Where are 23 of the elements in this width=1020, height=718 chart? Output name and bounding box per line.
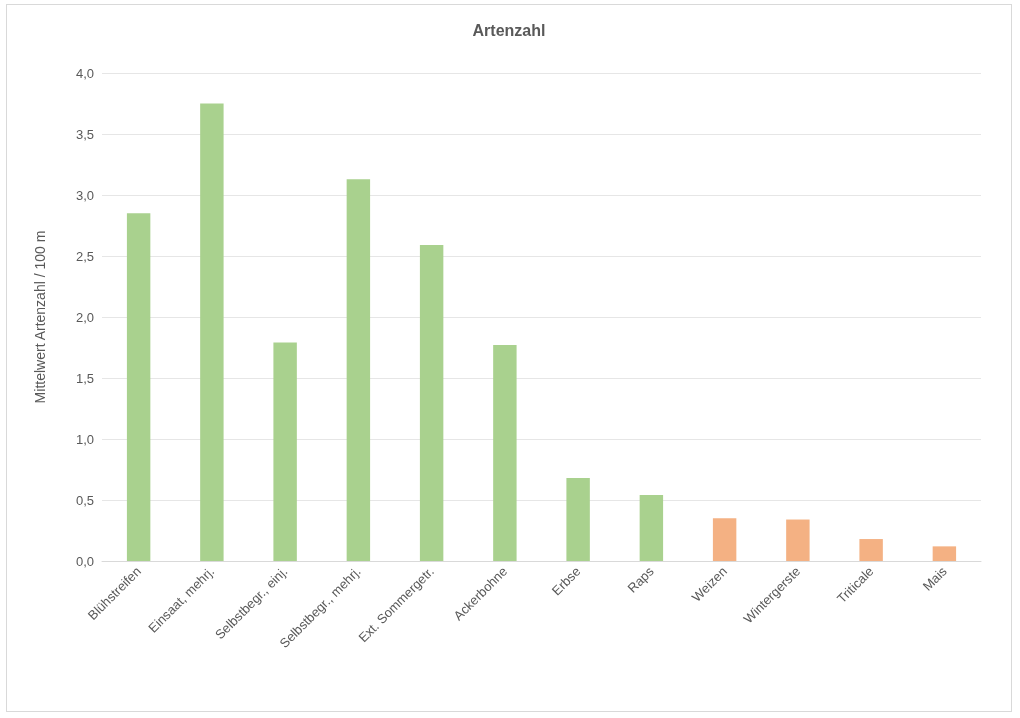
y-tick-label: 3,0: [75, 187, 94, 203]
bar: [273, 342, 297, 561]
y-tick-label: 4,0: [75, 65, 94, 81]
bar: [712, 518, 737, 561]
y-tick-label: 2,5: [75, 248, 94, 264]
bar: [200, 103, 224, 561]
y-axis-title: Mittelwert Artenzahl / 100 m: [32, 230, 48, 404]
y-tick-label: 1,0: [75, 431, 94, 447]
y-tick-label: 0,0: [75, 553, 94, 569]
bar: [419, 245, 444, 561]
bar: [566, 478, 590, 561]
y-tick-label: 3,5: [75, 126, 94, 142]
bar: [786, 519, 810, 561]
y-tick-label: 1,5: [75, 370, 94, 386]
bar: [639, 495, 664, 561]
bar: [346, 179, 371, 561]
bar: [493, 345, 517, 561]
chart-title: Artenzahl: [472, 21, 546, 39]
bar: [859, 539, 883, 561]
bar: [932, 546, 957, 561]
y-tick-label: 0,5: [75, 492, 94, 508]
y-tick-label: 2,0: [75, 309, 94, 325]
bar: [126, 213, 151, 561]
